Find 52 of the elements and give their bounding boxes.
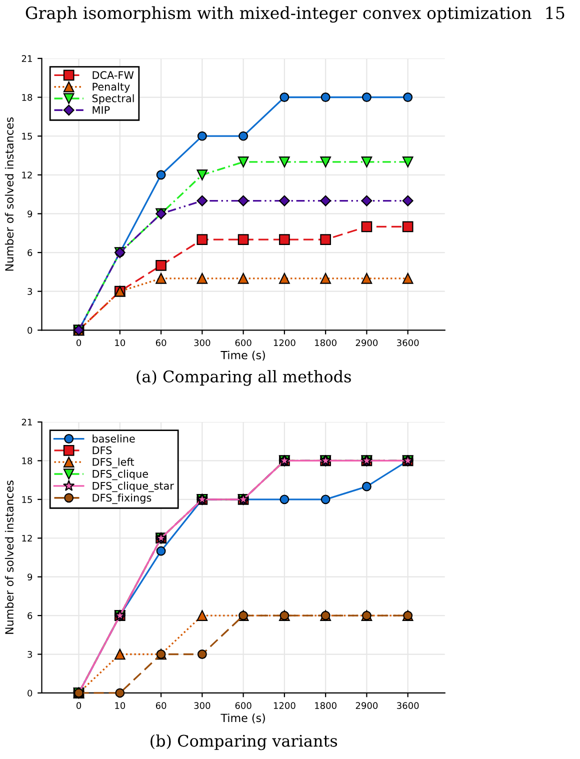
y-tick-label: 21 [22,55,32,62]
x-tick-label: 300 [194,702,210,709]
x-tick-label: 600 [235,339,252,346]
y-tick-label: 18 [22,457,32,464]
x-tick-label: 60 [156,339,166,346]
legend-label: DCA-FW [92,71,134,80]
legend-label: Penalty [92,82,130,93]
y-tick-label: 12 [22,534,32,542]
legend-label: MIP [92,106,110,114]
x-tick-label: 2900 [356,339,378,346]
x-tick-label: 0 [76,702,82,709]
text: 15 [546,6,564,20]
y-tick-label: 9 [28,210,32,218]
x-tick-label: 3600 [397,702,419,709]
x-tick-label: 1800 [315,339,336,346]
legend-label: DFS_clique [92,470,148,480]
text: (a) Comparing all methods [136,370,351,386]
y-axis-title: Number of solved instances [4,117,14,271]
y-tick-label: 0 [28,690,32,697]
text: Graph isomorphism with mixed-integer convex optimization [26,6,532,23]
legend-label: DFS [92,446,112,454]
y-axis-title: Number of solved instances [4,480,14,634]
x-tick-label: 1800 [315,702,336,709]
legend-label: DFS_fixings [92,494,152,504]
legend-label: DFS_left [92,458,134,468]
y-tick-label: 12 [22,172,32,178]
y-tick-label: 9 [28,574,32,580]
y-tick-label: 6 [28,249,32,256]
x-tick-label: 3600 [397,339,419,346]
y-tick-label: 0 [28,326,32,334]
x-axis-title: Time (s) [220,350,265,361]
x-tick-label: 1200 [274,339,296,346]
y-tick-label: 15 [22,496,32,503]
x-tick-label: 10 [115,702,126,709]
y-tick-label: 6 [28,612,32,620]
x-tick-label: 60 [156,702,166,709]
x-tick-label: 2900 [356,702,378,709]
y-tick-label: 15 [22,132,32,140]
x-tick-label: 1200 [274,702,296,709]
x-tick-label: 0 [76,339,82,346]
legend-label: DFS_clique_star [92,482,174,492]
y-tick-label: 3 [28,650,32,658]
x-tick-label: 10 [115,339,126,346]
x-tick-label: 600 [235,702,252,709]
x-tick-label: 300 [194,339,210,346]
y-tick-label: 21 [22,418,32,426]
legend-label: Spectral [92,94,134,104]
legend-label: baseline [92,434,135,443]
y-tick-label: 3 [28,288,32,295]
text: (b) Comparing variants [150,734,338,750]
y-tick-label: 18 [22,94,32,101]
x-axis-title: Time (s) [220,714,265,724]
